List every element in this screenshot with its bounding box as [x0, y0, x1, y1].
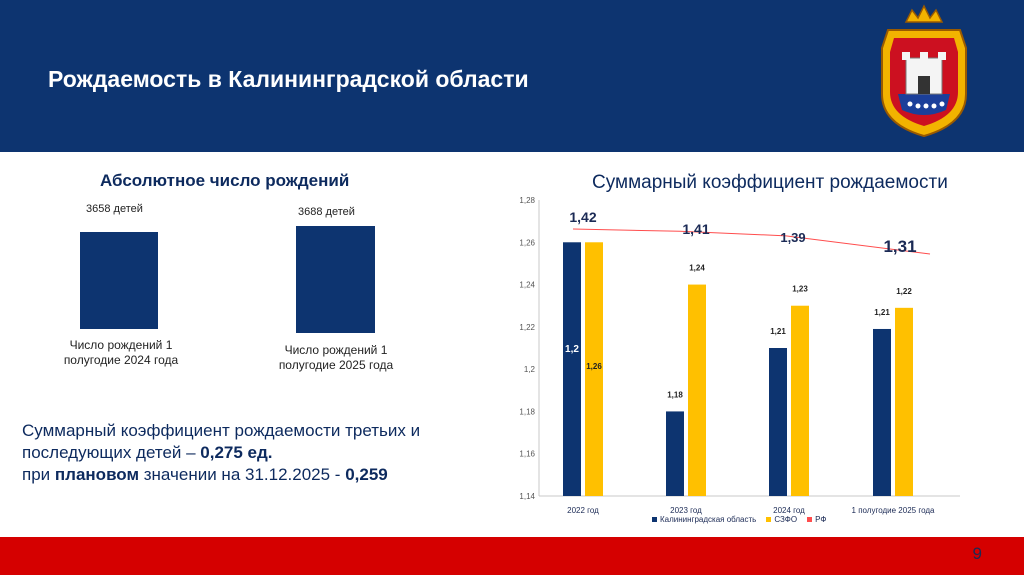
- x-tick-label: 2022 год: [567, 506, 599, 515]
- absolute-caption-2024-line2: полугодие 2024 года: [63, 353, 179, 367]
- absolute-caption-2024: Число рождений 1 полугодие 2024 года: [36, 338, 206, 368]
- absolute-caption-2025-line2: полугодие 2025 года: [278, 358, 394, 372]
- footer-bar: 9: [0, 537, 1024, 575]
- chart-legend: Калининградская область СЗФО РФ: [652, 515, 826, 524]
- absolute-caption-2024-line1: Число рождений 1: [69, 338, 173, 352]
- absolute-bar-2025: [296, 226, 375, 333]
- fertility-third-children-text: Суммарный коэффициент рождаемости третьи…: [22, 420, 420, 486]
- bar-value-label: 1,22: [896, 287, 912, 296]
- y-tick-label: 1,22: [519, 323, 535, 332]
- stats-line3: при плановом значении на 31.12.2025 - 0,…: [22, 464, 420, 486]
- y-tick-label: 1,26: [519, 238, 535, 247]
- stats-line3-mid: значении на 31.12.2025 -: [139, 465, 346, 484]
- bar-value-label: 1,2: [565, 344, 579, 355]
- bar-szfo: [585, 242, 603, 496]
- bar-kaliningrad: [873, 328, 891, 496]
- bar-value-label: 1,23: [792, 285, 808, 294]
- page-number: 9: [972, 544, 982, 563]
- legend-label-rf: РФ: [815, 515, 827, 524]
- rf-value-label: 1,41: [682, 221, 709, 237]
- legend-item-szfo: СЗФО: [766, 515, 797, 524]
- absolute-bar-2024: [80, 232, 158, 329]
- x-tick-label: 1 полугодие 2025 года: [852, 506, 935, 515]
- coat-of-arms-icon: [881, 4, 967, 138]
- absolute-caption-2025-line1: Число рождений 1: [284, 343, 388, 357]
- absolute-value-label-2024: 3658 детей: [86, 203, 143, 215]
- bar-szfo: [688, 284, 706, 496]
- legend-item-kaliningrad: Калининградская область: [652, 515, 756, 524]
- stats-line2-prefix: последующих детей –: [22, 443, 201, 462]
- stats-line3-bold: плановом: [54, 465, 140, 484]
- y-tick-label: 1,14: [519, 492, 535, 501]
- bar-value-label: 1,26: [586, 362, 602, 371]
- legend-item-rf: РФ: [807, 515, 826, 524]
- bar-value-label: 1,21: [874, 308, 890, 317]
- chart-title: Суммарный коэффициент рождаемости: [592, 172, 948, 193]
- bar-szfo: [895, 307, 913, 496]
- absolute-caption-2025: Число рождений 1 полугодие 2025 года: [250, 343, 422, 373]
- stats-line1: Суммарный коэффициент рождаемости третьи…: [22, 421, 421, 440]
- bar-kaliningrad: [563, 242, 581, 496]
- absolute-births-title: Абсолютное число рождений: [100, 171, 350, 190]
- bar-value-label: 1,21: [770, 327, 786, 336]
- bar-value-label: 1,24: [689, 264, 705, 273]
- rf-trend-line: [572, 228, 931, 255]
- x-tick-label: 2023 год: [670, 506, 702, 515]
- stats-line3-prefix: при: [22, 465, 55, 484]
- bar-szfo: [791, 305, 809, 496]
- rf-value-label: 1,39: [780, 230, 805, 245]
- rf-value-label: 1,31: [883, 237, 916, 256]
- legend-label-szfo: СЗФО: [774, 515, 798, 524]
- absolute-value-label-2025: 3688 детей: [298, 206, 355, 218]
- y-tick-label: 1,16: [519, 450, 535, 459]
- fertility-rate-chart: 1,14 1,16 1,18 1,2 1,22 1,24 1,26 1,28 1,2 1,26 20…: [519, 196, 960, 515]
- x-tick-label: 2024 год: [773, 506, 805, 515]
- header-banner: Рождаемость в Калининградской области: [0, 0, 1024, 152]
- y-tick-label: 1,2: [524, 365, 536, 374]
- stats-line3-value: 0,259: [345, 465, 388, 484]
- bar-kaliningrad: [666, 411, 684, 496]
- y-tick-label: 1,28: [519, 196, 535, 205]
- page-title: Рождаемость в Калининградской области: [48, 66, 529, 92]
- legend-label-kaliningrad: Калининградская область: [660, 515, 757, 524]
- y-tick-label: 1,18: [519, 407, 535, 416]
- stats-line2-value: 0,275 ед.: [200, 443, 273, 462]
- bar-value-label: 1,18: [667, 390, 683, 399]
- stats-line2: последующих детей – 0,275 ед.: [22, 442, 420, 464]
- rf-value-label: 1,42: [569, 209, 596, 225]
- bar-kaliningrad: [769, 348, 787, 496]
- y-tick-label: 1,24: [519, 281, 535, 290]
